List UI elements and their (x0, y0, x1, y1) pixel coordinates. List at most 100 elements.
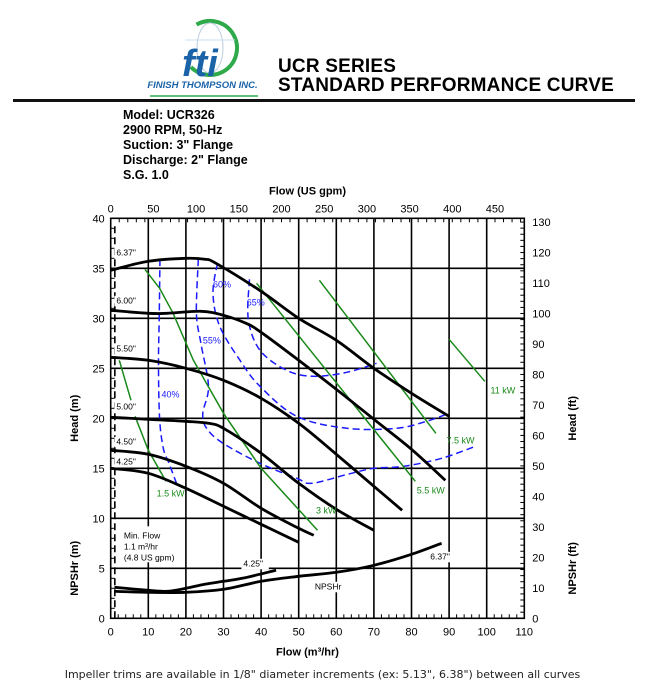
y-tick-label: 10 (92, 513, 104, 525)
x2-axis-title: Flow (US gpm) (269, 185, 346, 197)
header-divider (13, 99, 635, 102)
head-curve-label: 4.25" (116, 456, 136, 466)
x-tick-label: 60 (330, 626, 342, 638)
x-tick-label: 90 (443, 626, 455, 638)
head-curve-label-bg (114, 401, 142, 413)
y-npsh-axis-title: NPSHr (m) (69, 540, 81, 595)
head-curve-label: 6.37" (116, 247, 136, 257)
y2-tick-label: 100 (532, 309, 550, 321)
npshr-label: NPSHr (315, 581, 342, 591)
x2-tick-label: 300 (358, 203, 376, 215)
y2-tick-label: 0 (532, 613, 538, 625)
head-curve-label-bg (114, 295, 142, 307)
y2-tick-label: 10 (532, 583, 544, 595)
x-tick-label: 80 (405, 626, 417, 638)
efficiency-curve-60pct (212, 263, 450, 431)
power-line-15kW (118, 360, 132, 401)
npshr-curve-label: 6.37" (430, 551, 450, 561)
head-curve-label: 4.50" (116, 436, 136, 446)
y2-tick-label: 80 (532, 369, 544, 381)
power-line-15kW (134, 416, 167, 482)
svg-text:fti: fti (182, 43, 219, 85)
head-curve-label-bg (114, 456, 142, 468)
y-tick-label: 5 (99, 563, 105, 575)
y2-tick-label: 70 (532, 400, 544, 412)
power-label: 5.5 kW (417, 485, 446, 495)
head-curve-637 (110, 256, 450, 418)
power-label: 1.5 kW (157, 488, 186, 498)
x-tick-label: 50 (293, 626, 305, 638)
npshr-curve-label: 4.25" (243, 558, 263, 568)
min-flow-bg (120, 526, 185, 563)
x2-tick-label: 450 (486, 203, 504, 215)
head-curve-550 (110, 355, 404, 512)
spec-sg: S.G. 1.0 (123, 168, 169, 182)
x2-tick-label: 150 (230, 203, 248, 215)
pump-specs: Model: UCR326 2900 RPM, 50-Hz Suction: 3… (123, 108, 248, 183)
efficiency-label: 60% (213, 279, 231, 289)
x2-tick-label: 50 (147, 203, 159, 215)
head-curve-label: 6.00" (116, 295, 136, 305)
head-curve-500 (110, 415, 375, 532)
y-tick-label: 25 (92, 363, 104, 375)
y-tick-label: 40 (92, 213, 104, 225)
efficiency-curve-65pct (246, 279, 377, 378)
npshr-curve-label-bg (241, 558, 269, 570)
power-line-3kW (144, 268, 319, 531)
efficiency-label: 65% (247, 297, 265, 307)
y-tick-label: 0 (99, 613, 105, 625)
power-label: 7.5 kW (446, 435, 475, 445)
x-tick-label: 100 (478, 626, 496, 638)
y2-tick-label: 40 (532, 491, 544, 503)
x-tick-label: 70 (368, 626, 380, 638)
efficiency-curve-55pct (195, 259, 476, 485)
title-line-1: UCR SERIES (278, 56, 397, 77)
min-flow-text-1: 1.1 m³/hr (124, 541, 158, 551)
head-curve-label-bg (114, 247, 142, 259)
y2-tick-label: 130 (532, 217, 550, 229)
y2-tick-label: 90 (532, 339, 544, 351)
head-curve-450 (110, 448, 315, 537)
x-tick-label: 10 (142, 626, 154, 638)
power-line-11kW (448, 338, 486, 382)
head-curve-label: 5.50" (116, 343, 136, 353)
y-tick-label: 20 (92, 413, 104, 425)
power-label: 3 kW (316, 505, 337, 515)
company-name: FINISH THOMPSON INC. (147, 80, 258, 91)
x-tick-label: 0 (108, 626, 114, 638)
footer-note: Impeller trims are available in 1/8" dia… (64, 668, 581, 681)
power-line-75kW (318, 279, 437, 434)
y2-tick-label: 20 (532, 552, 544, 564)
head-curve-600 (110, 308, 447, 482)
efficiency-label: 55% (203, 335, 221, 345)
x2-tick-label: 250 (315, 203, 333, 215)
min-flow-text-0: Min. Flow (124, 530, 161, 540)
y2-tick-label: 50 (532, 461, 544, 473)
company-logo: fti FINISH THOMPSON INC. (140, 18, 265, 98)
head-curve-425 (110, 466, 300, 544)
y-axis-title: Head (m) (69, 394, 81, 441)
head-curve-label-bg (114, 343, 142, 355)
spec-suction: Suction: 3" Flange (123, 138, 234, 152)
y2-tick-label: 60 (532, 430, 544, 442)
power-label: 11 kW (490, 385, 515, 395)
efficiency-curve-40pct (157, 259, 178, 484)
y-tick-label: 15 (92, 463, 104, 475)
y2-npsh-axis-title: NPSHr (ft) (567, 542, 579, 595)
head-curve-label-bg (114, 436, 142, 448)
x2-tick-label: 0 (108, 203, 114, 215)
title-line-2: STANDARD PERFORMANCE CURVE (278, 75, 614, 96)
power-line-55kW (256, 282, 416, 482)
x-axis-title: Flow (m³/hr) (276, 646, 339, 658)
page-title: UCR SERIES STANDARD PERFORMANCE CURVE (278, 57, 614, 95)
spec-model: Model: UCR326 (123, 108, 215, 122)
x2-tick-label: 200 (272, 203, 290, 215)
y2-tick-label: 110 (532, 278, 550, 290)
min-flow-text-2: (4.8 US gpm) (124, 552, 175, 562)
head-curve-label: 5.00" (116, 401, 136, 411)
x2-tick-label: 100 (187, 203, 205, 215)
x2-tick-label: 350 (400, 203, 418, 215)
y2-tick-label: 120 (532, 248, 550, 260)
y-tick-label: 30 (92, 313, 104, 325)
